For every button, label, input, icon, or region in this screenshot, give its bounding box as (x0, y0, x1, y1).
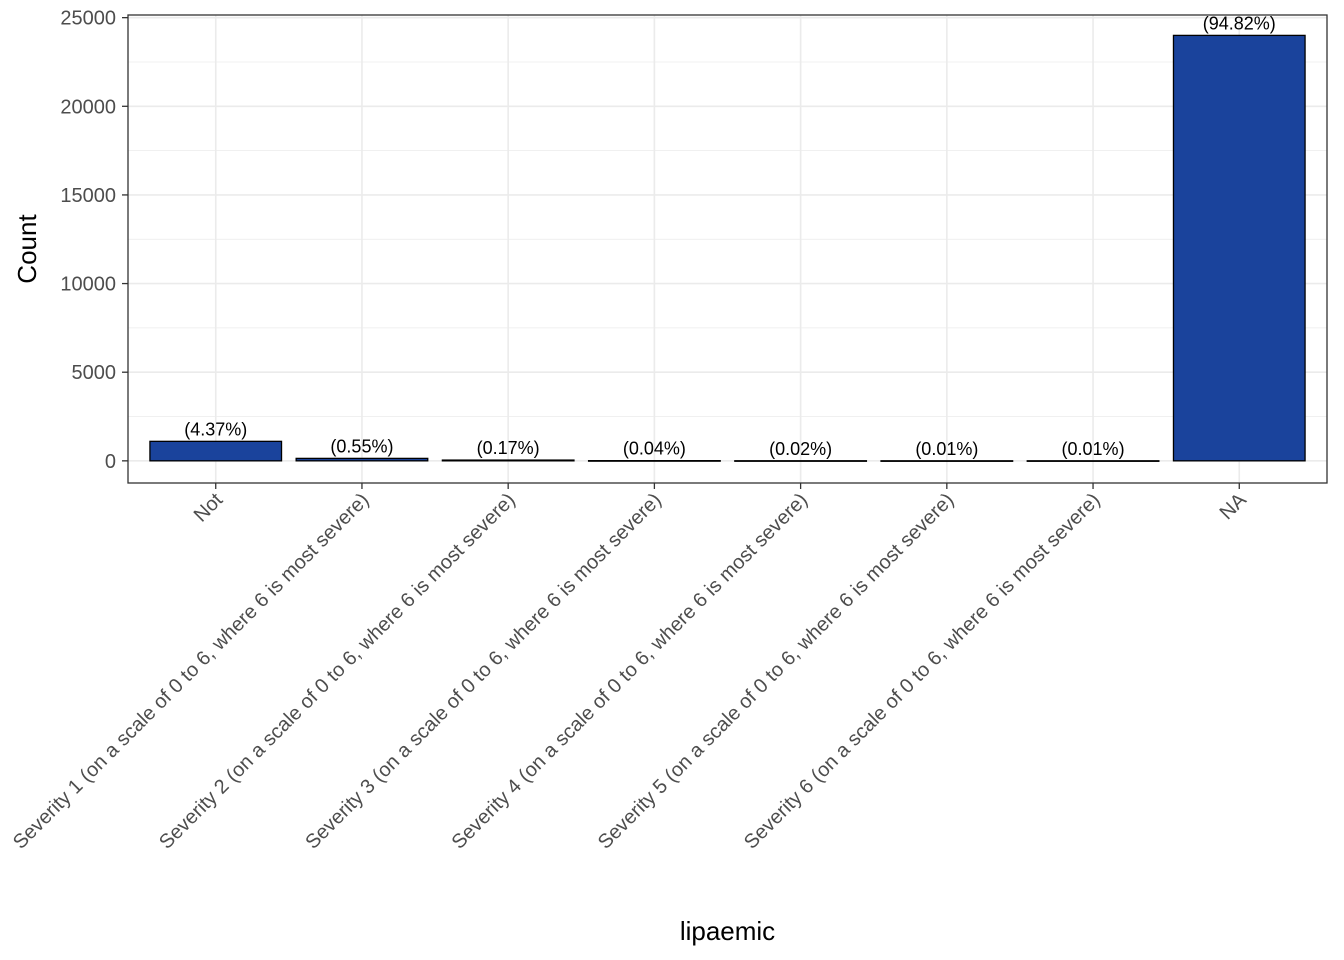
bar (295, 457, 429, 462)
bar-data-label: (0.02%) (769, 439, 832, 459)
bar-data-label: (0.01%) (915, 439, 978, 459)
y-axis-title: Count (12, 214, 42, 284)
y-tick-label: 20000 (60, 96, 116, 118)
y-tick-label: 5000 (72, 362, 117, 384)
data-labels: (4.37%) (0.55%) (0.17%) (0.04%) (0.02%) (0.01… (184, 13, 1276, 458)
y-axis: 0 5000 10000 15000 20000 25000 (60, 8, 128, 473)
bar (880, 460, 1014, 462)
y-tick-label: 25000 (60, 8, 116, 30)
bar-data-label: (0.01%) (1062, 439, 1125, 459)
bar-data-label: (0.04%) (623, 439, 686, 459)
bar (149, 440, 283, 462)
panel-border (127, 14, 1328, 484)
bar (1172, 34, 1306, 462)
bar (587, 460, 721, 462)
grid-minor (128, 61, 1327, 417)
bars (149, 34, 1306, 462)
bar-data-label: (4.37%) (184, 419, 247, 439)
bar (734, 460, 868, 462)
y-tick-label: 15000 (60, 185, 116, 207)
bar (441, 459, 575, 462)
bar-data-label: (0.55%) (330, 436, 393, 456)
bar-data-label: (94.82%) (1203, 13, 1276, 33)
x-axis-title: lipaemic (680, 916, 775, 946)
y-tick-label: 10000 (60, 274, 116, 296)
bar-data-label: (0.17%) (477, 438, 540, 458)
y-tick-label: 0 (105, 451, 116, 473)
bar (1026, 460, 1160, 462)
